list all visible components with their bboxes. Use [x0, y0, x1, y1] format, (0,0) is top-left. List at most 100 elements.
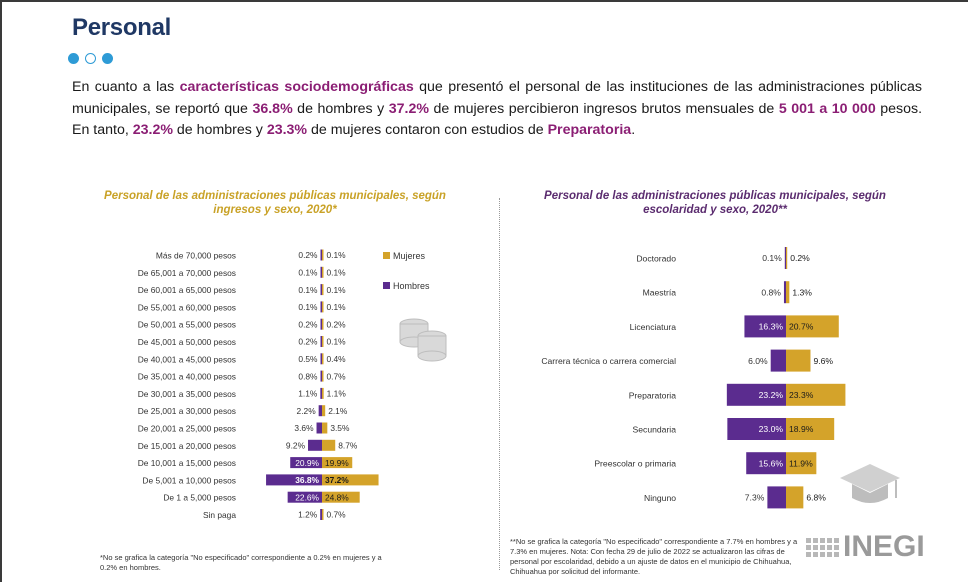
- income-category-label: De 5,001 a 10,000 pesos: [142, 475, 236, 485]
- education-category-label: Doctorado: [636, 254, 676, 264]
- education-bar-hombres: [726, 383, 786, 406]
- income-bar-mujeres: [322, 422, 328, 434]
- income-category-label: De 40,001 a 45,000 pesos: [138, 354, 236, 364]
- education-bar-hombres: [783, 281, 786, 304]
- income-label-mujeres: 0.1%: [327, 302, 347, 312]
- income-label-hombres: 3.6%: [294, 423, 314, 433]
- income-label-hombres: 0.2%: [298, 250, 318, 260]
- intro-text: de mujeres percibieron ingresos brutos m…: [428, 100, 779, 117]
- income-label-mujeres: 19.9%: [325, 458, 349, 468]
- income-bar-mujeres: [322, 474, 379, 486]
- income-label-mujeres: 37.2%: [325, 475, 349, 485]
- income-label-mujeres: 0.2%: [327, 319, 347, 329]
- income-category-label: De 55,001 a 60,000 pesos: [138, 302, 236, 312]
- income-bar-hombres: [320, 318, 322, 330]
- income-label-hombres: 22.6%: [295, 492, 319, 502]
- income-bar-hombres: [290, 457, 322, 469]
- income-label-hombres: 20.9%: [295, 458, 319, 468]
- education-label-hombres: 23.0%: [759, 424, 784, 434]
- income-category-label: De 60,001 a 65,000 pesos: [138, 285, 236, 295]
- education-bar-mujeres: [786, 486, 804, 509]
- chart-divider: [499, 198, 500, 570]
- education-label-hombres: 6.0%: [748, 356, 768, 366]
- income-bar-mujeres: [322, 387, 324, 399]
- education-bar-mujeres: [786, 418, 835, 440]
- education-bar-hombres: [784, 247, 786, 269]
- education-bar-hombres: [770, 349, 786, 372]
- income-bar-mujeres: [322, 457, 353, 469]
- education-category-label: Carrera técnica o carrera comercial: [541, 356, 676, 366]
- education-category-label: Preparatoria: [629, 390, 677, 400]
- graduation-cap-icon: [840, 464, 900, 503]
- legend-swatch-mujeres: [383, 252, 390, 259]
- page-title: Personal: [72, 14, 171, 41]
- income-bar-mujeres: [322, 491, 360, 503]
- education-category-label: Preescolar o primaria: [594, 459, 676, 469]
- income-bar-hombres: [308, 439, 322, 451]
- education-label-mujeres: 6.8%: [806, 493, 826, 503]
- education-label-mujeres: 9.6%: [813, 356, 833, 366]
- income-label-mujeres: 2.1%: [328, 406, 348, 416]
- education-category-label: Ninguno: [644, 493, 676, 503]
- income-bar-mujeres: [322, 509, 324, 520]
- education-footnote: **No se grafica la categoría "No especif…: [510, 537, 798, 576]
- income-label-mujeres: 0.7%: [327, 510, 347, 520]
- intro-text: que presentó el personal de las instituc…: [72, 79, 923, 117]
- income-label-hombres: 0.2%: [298, 319, 318, 329]
- income-label-hombres: 0.1%: [298, 268, 318, 278]
- education-bar-hombres: [744, 315, 786, 338]
- highlight-text: 23.2%: [132, 122, 173, 138]
- income-bar-hombres: [320, 301, 322, 313]
- intro-paragraph: En cuanto a las características sociodem…: [72, 77, 922, 142]
- dot-1[interactable]: [68, 53, 79, 64]
- dot-2[interactable]: [85, 53, 96, 64]
- income-label-mujeres: 0.7%: [327, 371, 347, 381]
- education-label-hombres: 0.8%: [761, 287, 781, 297]
- highlight-text: 5 001 a 10 000: [778, 100, 876, 117]
- income-bar-hombres: [320, 284, 322, 296]
- intro-text: de mujeres contaron con estudios de: [307, 122, 548, 138]
- income-bar-mujeres: [322, 353, 324, 365]
- education-bar-mujeres: [786, 452, 817, 475]
- education-label-hombres: 7.3%: [745, 493, 765, 503]
- income-bar-hombres: [316, 422, 322, 434]
- education-label-mujeres: 11.9%: [789, 458, 813, 468]
- highlight-text: 36.8%: [252, 100, 293, 117]
- legend-swatch-hombres: [383, 282, 390, 289]
- education-chart-title: Personal de las administraciones pública…: [544, 190, 886, 216]
- income-category-label: De 20,001 a 25,000 pesos: [138, 424, 236, 434]
- income-bar-mujeres: [322, 336, 324, 347]
- income-category-label: De 35,001 a 40,000 pesos: [138, 372, 236, 382]
- intro-text: pesos. En tanto,: [72, 100, 923, 139]
- dot-3[interactable]: [102, 53, 113, 64]
- education-bar-mujeres: [786, 247, 788, 269]
- income-label-hombres: 0.5%: [298, 354, 318, 364]
- income-footnote: *No se grafica la categoría "No especifi…: [100, 553, 382, 572]
- income-label-mujeres: 8.7%: [338, 441, 358, 451]
- income-category-label: Sin paga: [203, 510, 236, 520]
- education-category-label: Maestría: [643, 288, 677, 298]
- education-bar-mujeres: [786, 349, 811, 372]
- inegi-logo-mark: [806, 537, 839, 557]
- highlight-text: 37.2%: [388, 100, 429, 117]
- income-bar-mujeres: [322, 405, 326, 417]
- income-label-hombres: 36.8%: [295, 475, 319, 485]
- highlight-text: 23.3%: [266, 122, 308, 138]
- income-category-label: De 50,001 a 55,000 pesos: [138, 320, 236, 330]
- income-category-label: De 1 a 5,000 pesos: [163, 493, 236, 503]
- income-bar-mujeres: [322, 318, 324, 330]
- income-label-mujeres: 0.1%: [327, 285, 347, 295]
- income-bar-hombres: [320, 370, 322, 382]
- income-bar-hombres: [320, 353, 322, 365]
- education-label-hombres: 0.1%: [762, 253, 782, 263]
- income-label-mujeres: 0.1%: [327, 268, 347, 278]
- highlight-text: características sociodemográficas: [179, 79, 414, 95]
- income-bar-mujeres: [322, 266, 324, 278]
- education-label-mujeres: 1.3%: [792, 287, 812, 297]
- income-bar-mujeres: [322, 301, 324, 313]
- education-category-label: Secundaria: [633, 425, 677, 435]
- intro-text: de hombres y: [172, 122, 267, 138]
- income-bar-hombres: [318, 405, 322, 417]
